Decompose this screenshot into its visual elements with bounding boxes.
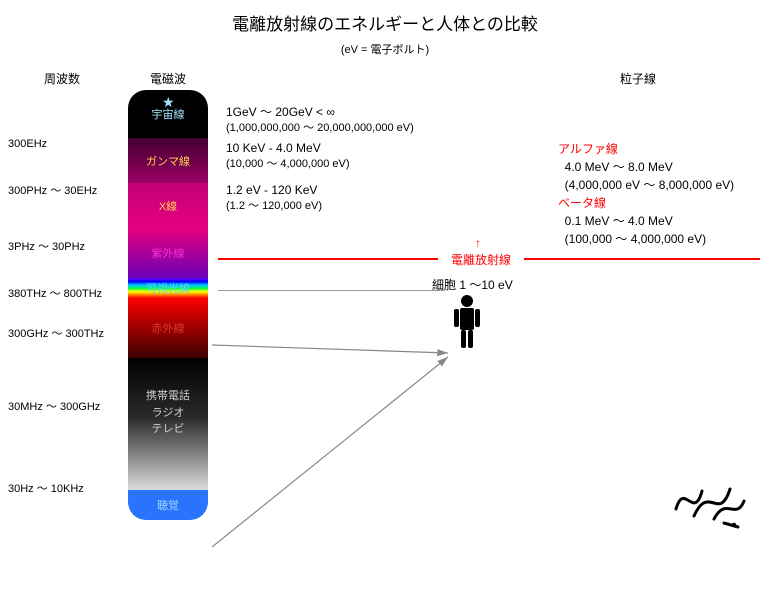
- frequency-label: 300GHz 〜 300THz: [8, 325, 128, 341]
- frequency-label: 30MHz 〜 300GHz: [8, 398, 128, 414]
- energy-description: 1.2 eV - 120 KeV(1.2 〜 120,000 eV): [226, 182, 322, 214]
- frequency-label: 380THz 〜 800THz: [8, 285, 128, 301]
- page-subtitle: (eV = 電子ボルト): [0, 41, 770, 57]
- energy-description: 10 KeV - 4.0 MeV(10,000 〜 4,000,000 eV): [226, 140, 350, 172]
- frequency-label: 30Hz 〜 10KHz: [8, 480, 128, 496]
- frequency-label: 3PHz 〜 30PHz: [8, 238, 128, 254]
- frequency-label: 300PHz 〜 30EHz: [8, 182, 128, 198]
- particle-entry: アルファ線 4.0 MeV 〜 8.0 MeV (4,000,000 eV 〜 …: [558, 140, 734, 194]
- page-title: 電離放射線のエネルギーと人体との比較: [0, 10, 770, 35]
- frequency-label: 300EHz: [8, 138, 128, 150]
- signature-icon: [664, 471, 752, 536]
- energy-description: 1GeV 〜 20GeV < ∞(1,000,000,000 〜 20,000,…: [226, 104, 414, 136]
- particle-entry: ベータ線 0.1 MeV 〜 4.0 MeV (100,000 〜 4,000,…: [558, 194, 706, 248]
